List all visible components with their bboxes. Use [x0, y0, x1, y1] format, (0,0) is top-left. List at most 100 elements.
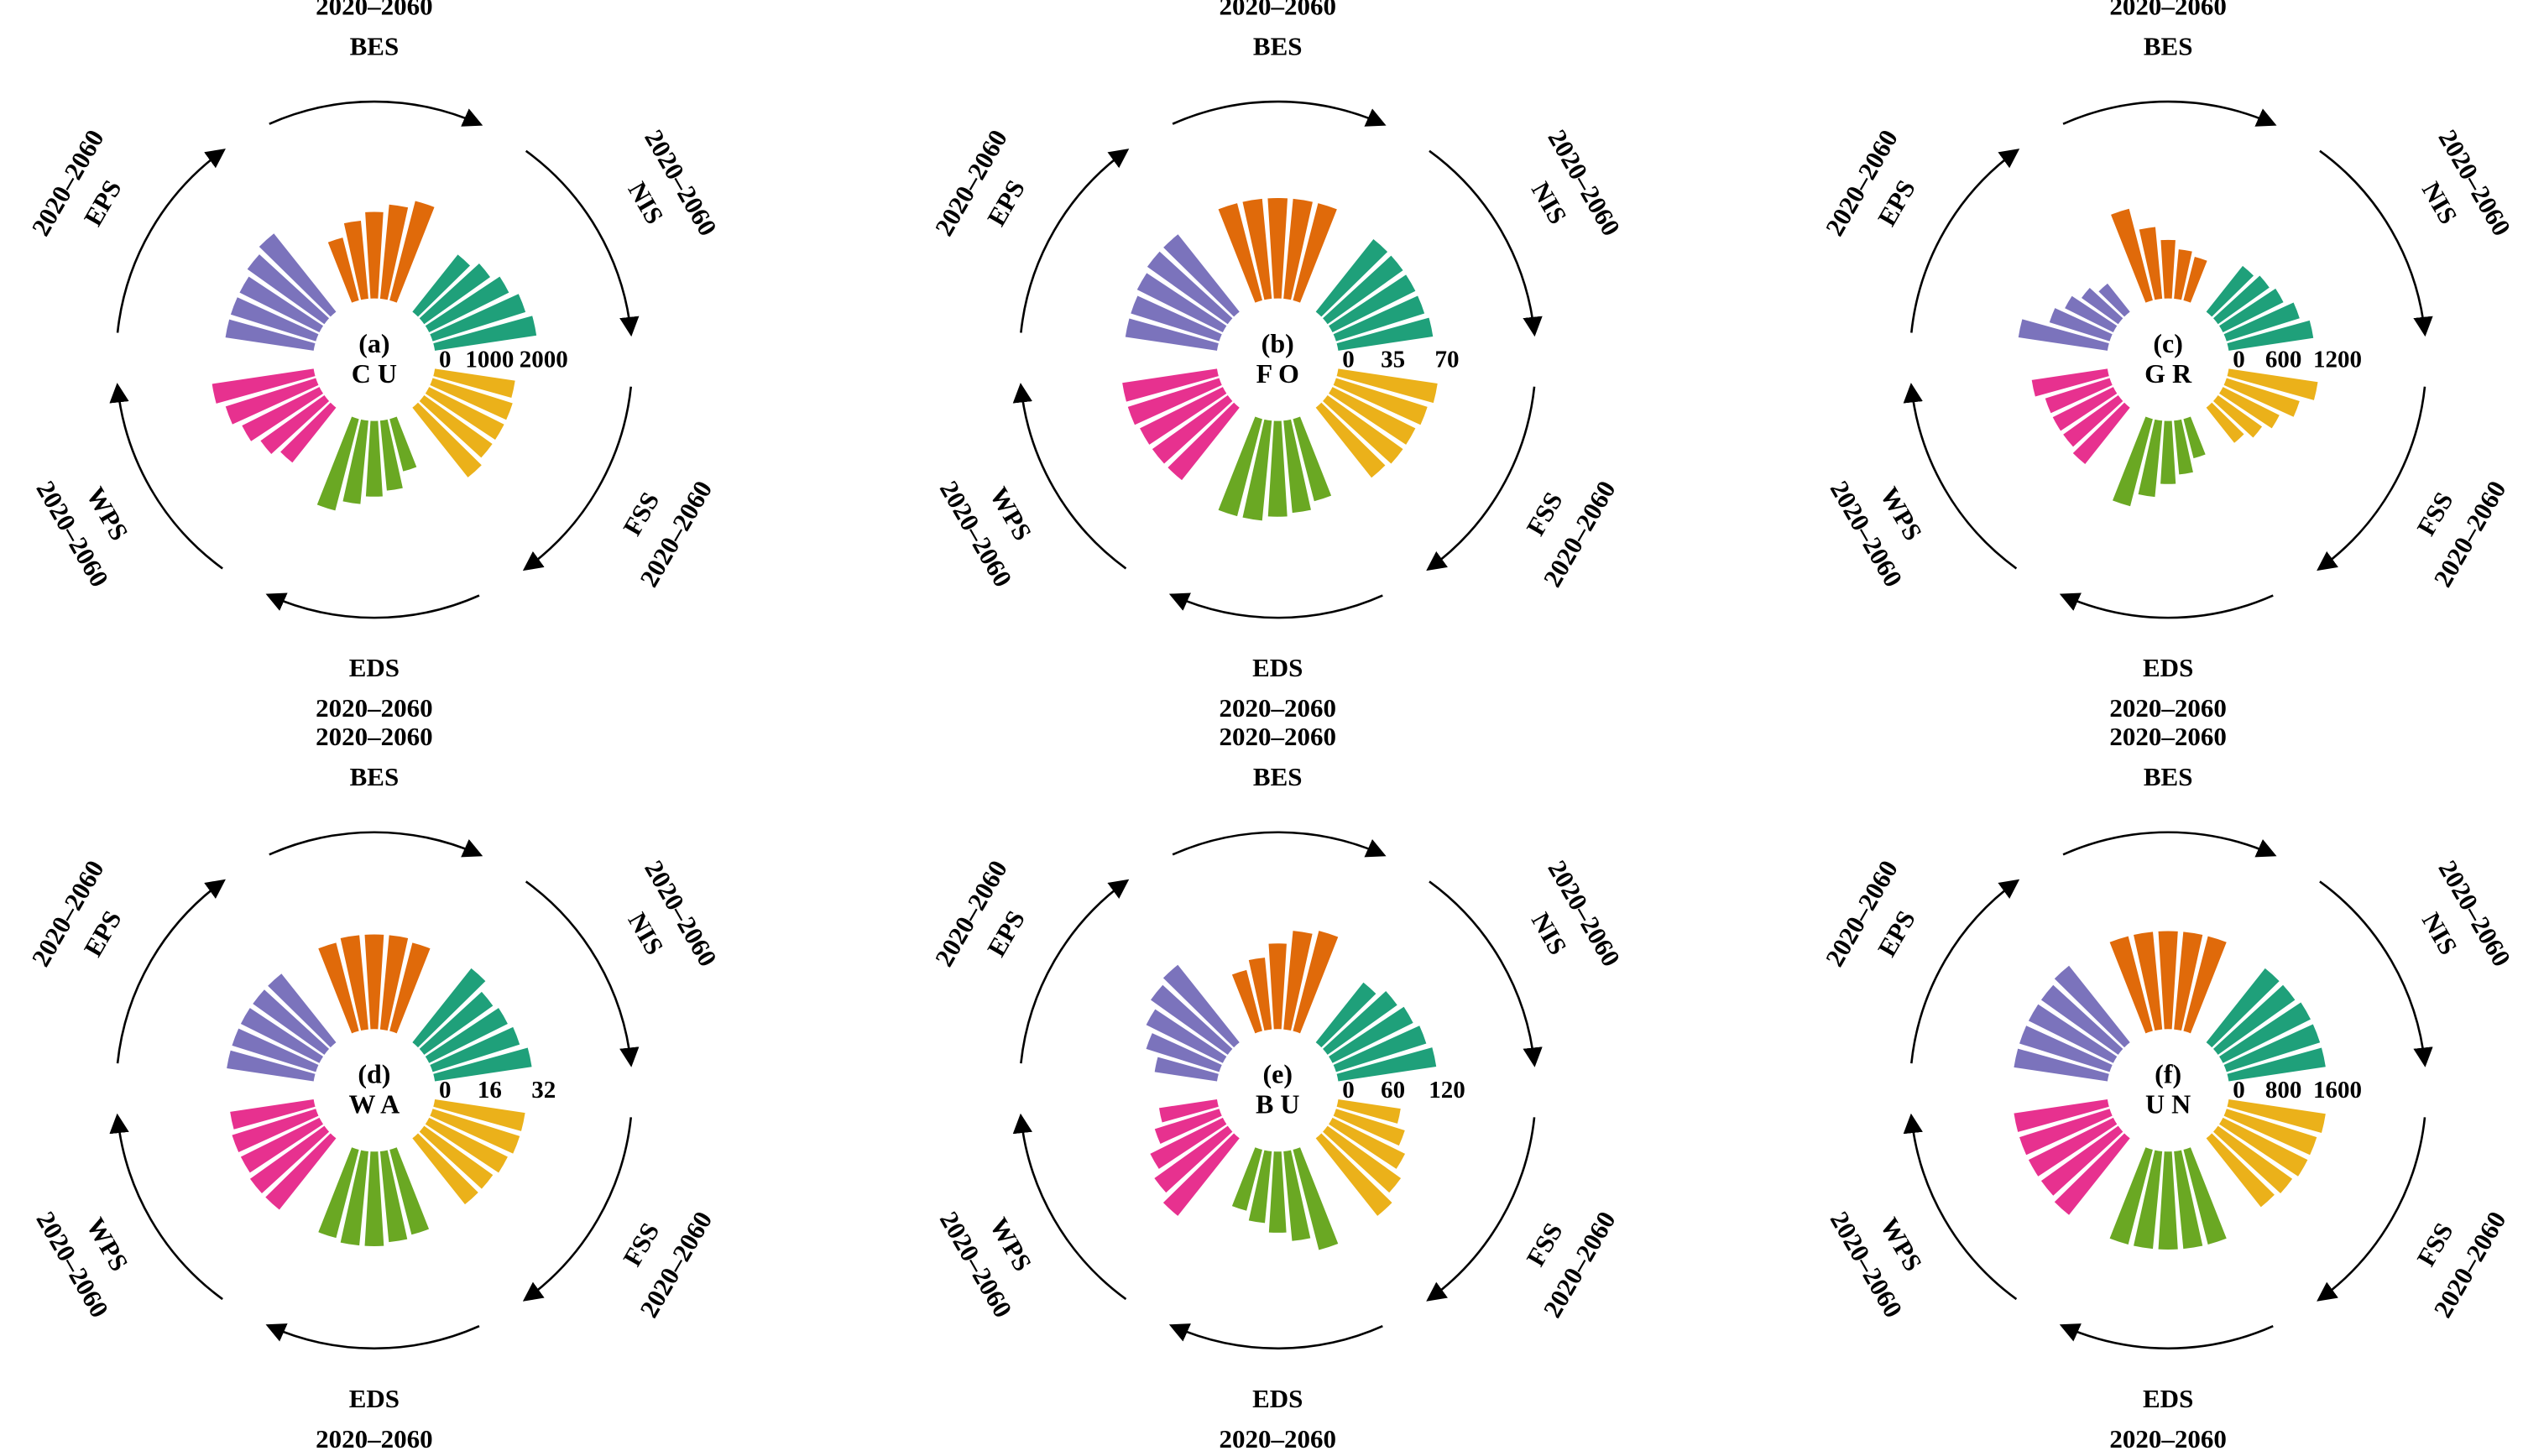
bar-wps-2040	[242, 387, 324, 441]
bar-eds-2040	[365, 420, 383, 497]
bar-fss-2040	[425, 387, 504, 441]
tick-label: 70	[1435, 346, 1460, 373]
bar-eps-2020	[2018, 319, 2109, 351]
scenario-label-eds: EDS	[1252, 1384, 1303, 1413]
bar-nis-2050	[1333, 1025, 1427, 1072]
arc-arrow-bes	[269, 100, 483, 127]
bar-bes-2050	[2174, 249, 2192, 300]
bar-eds-2040	[1267, 420, 1288, 517]
bar-fss-2030	[430, 378, 513, 420]
bar-fss-2040	[425, 1117, 508, 1173]
bar-wps-2050	[1154, 1109, 1222, 1144]
bar-bes-2040	[2158, 931, 2178, 1030]
bar-wps-2040	[2052, 387, 2118, 431]
bar-eds-2020	[389, 1147, 430, 1235]
bar-nis-2050	[2223, 1024, 2321, 1072]
bar-bes-2060	[389, 942, 431, 1034]
arc-arrow-wps	[1012, 383, 1127, 570]
bar-wps-2050	[232, 1109, 319, 1152]
bar-eps-2050	[1147, 251, 1233, 325]
bar-eds-2050	[340, 1150, 368, 1246]
bar-bes-2050	[379, 204, 409, 300]
tick-label: 800	[2265, 1077, 2302, 1104]
arc-arrow-wps	[109, 1113, 223, 1301]
scenario-label-bes: BES	[2144, 31, 2193, 60]
arc-arrow-eps	[1910, 149, 2020, 333]
bar-nis-2020	[1315, 982, 1376, 1048]
arc-arrow-fss	[1426, 386, 1536, 571]
bar-wps-2030	[2063, 395, 2123, 447]
bar-bes-2040	[364, 934, 384, 1030]
bar-wps-2040	[2028, 1117, 2118, 1177]
arc-arrow-wps	[109, 383, 223, 570]
bar-wps-2060	[2014, 1099, 2109, 1132]
tick-label: 0	[2233, 1077, 2245, 1104]
panel-f: BES2020–2060NIS2020–2060FSS2020–2060EDS2…	[1820, 722, 2517, 1453]
bar-eds-2050	[1242, 419, 1272, 521]
bar-nis-2030	[419, 263, 491, 325]
bar-eps-2050	[2040, 984, 2123, 1055]
panel-b: BES2020–2060NIS2020–2060FSS2020–2060EDS2…	[929, 0, 1627, 723]
scenario-label-eps: EPS	[1872, 175, 1921, 231]
bar-eds-2060	[1231, 1147, 1262, 1211]
scenario-label-nis: NIS	[1526, 907, 1573, 959]
bar-bes-2030	[1242, 198, 1272, 300]
bar-nis-2050	[1333, 295, 1425, 342]
bar-eds-2030	[379, 1150, 408, 1243]
bar-eps-2060	[259, 233, 337, 317]
arc-arrow-bes	[1172, 100, 1387, 127]
bar-nis-2040	[1329, 1006, 1413, 1063]
bar-eds-2040	[2160, 420, 2176, 484]
bar-nis-2040	[425, 1008, 508, 1063]
tick-label: 0	[439, 1077, 452, 1104]
bar-nis-2060	[433, 316, 537, 351]
bar-nis-2050	[430, 294, 526, 342]
arc-arrow-eds	[1168, 1323, 1383, 1350]
bar-wps-2020	[265, 1133, 337, 1210]
bar-eds-2060	[1218, 416, 1262, 517]
tick-label: 1600	[2313, 1077, 2362, 1104]
tick-label: 32	[531, 1077, 556, 1104]
panel-e: BES2020–2060NIS2020–2060FSS2020–2060EDS2…	[929, 722, 1627, 1453]
bar-eds-2050	[1248, 1150, 1272, 1224]
scenario-label-eps: EPS	[78, 175, 128, 231]
arc-arrow-wps	[1903, 383, 2018, 570]
bar-eps-2060	[268, 973, 337, 1048]
bar-bes-2020	[1231, 969, 1262, 1034]
scenario-period-eds: 2020–2060	[316, 693, 433, 723]
arc-arrow-eds	[265, 592, 480, 619]
arc-arrow-fss	[2317, 386, 2426, 571]
bar-fss-2050	[1323, 1125, 1402, 1193]
bar-eds-2030	[1283, 419, 1311, 514]
scenario-label-fss: FSS	[1521, 1218, 1569, 1271]
arc-arrow-wps	[1012, 1113, 1127, 1301]
bar-fss-2060	[412, 402, 482, 478]
bar-wps-2060	[1158, 1099, 1219, 1123]
bar-wps-2050	[1127, 378, 1222, 425]
arc-arrow-nis	[525, 880, 640, 1067]
bar-fss-2050	[1323, 395, 1403, 464]
scenario-label-fss: FSS	[617, 487, 665, 540]
bar-fss-2020	[433, 1099, 525, 1131]
bar-wps-2020	[280, 402, 337, 463]
bar-bes-2050	[1283, 198, 1313, 300]
scenario-label-bes: BES	[1253, 762, 1303, 791]
arc-arrow-eps	[116, 149, 226, 333]
bar-eds-2040	[2158, 1151, 2178, 1250]
bar-eds-2030	[1283, 1150, 1311, 1241]
bar-eds-2050	[2134, 1150, 2163, 1250]
bar-eps-2030	[230, 297, 319, 342]
bar-fss-2020	[433, 368, 515, 398]
tick-label: 600	[2265, 346, 2302, 373]
bar-fss-2050	[2213, 395, 2263, 438]
bar-fss-2060	[2206, 1133, 2275, 1208]
bar-eps-2030	[2019, 1025, 2113, 1072]
panel-label: (a)	[358, 328, 389, 358]
bar-wps-2050	[2045, 378, 2113, 414]
bar-eps-2020	[1125, 318, 1219, 351]
bar-nis-2030	[2213, 984, 2296, 1055]
bar-eds-2020	[389, 416, 417, 472]
bar-eds-2040	[364, 1151, 384, 1246]
bar-fss-2030	[1333, 378, 1428, 425]
